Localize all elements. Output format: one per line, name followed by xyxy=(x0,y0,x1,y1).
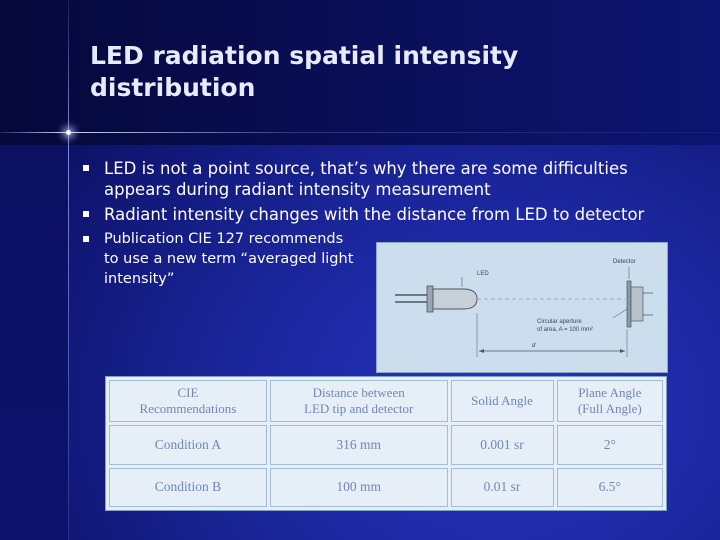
led-body xyxy=(432,288,478,310)
table-cell: 6.5° xyxy=(556,467,663,507)
distance-label: d xyxy=(532,343,536,349)
header-line: (Full Angle) xyxy=(577,401,642,416)
square-bullet-icon xyxy=(83,236,89,242)
led-label: LED xyxy=(477,271,489,277)
header-line: Distance between xyxy=(312,385,405,400)
bullet-text: LED is not a point source, that’s why th… xyxy=(104,159,628,199)
detector-label: Detector xyxy=(613,259,636,265)
vertical-accent-line xyxy=(68,0,69,540)
slide-title: LED radiation spatial intensity distribu… xyxy=(90,41,519,102)
aperture-label: Circular aperture xyxy=(537,319,582,325)
bullet-item: Publication CIE 127 recommends to use a … xyxy=(80,229,359,289)
header-line: CIE xyxy=(177,385,199,400)
header-cell: Plane Angle (Full Angle) xyxy=(556,380,663,422)
led-measurement-diagram: LED Detector Circular aperture of area, … xyxy=(376,242,668,373)
led-flange xyxy=(426,285,434,313)
header-cell: Solid Angle xyxy=(450,380,554,422)
table-cell: Condition B xyxy=(109,467,267,507)
bullet-list: LED is not a point source, that’s why th… xyxy=(80,158,680,293)
bullet-item: Radiant intensity changes with the dista… xyxy=(80,204,680,225)
arrowhead-icon xyxy=(620,349,625,353)
cie-conditions-table: CIE Recommendations Distance between LED… xyxy=(105,376,667,511)
leader-line xyxy=(612,308,628,319)
bullet-text: Publication CIE 127 recommends to use a … xyxy=(104,231,354,287)
table-cell: Condition A xyxy=(109,425,267,465)
bullet-item: LED is not a point source, that’s why th… xyxy=(80,158,680,200)
header-line: Plane Angle xyxy=(578,385,642,400)
header-cell: CIE Recommendations xyxy=(109,380,267,422)
left-background-band xyxy=(0,145,68,540)
detector-aperture xyxy=(626,280,632,328)
square-bullet-icon xyxy=(83,165,89,171)
table-cell: 2° xyxy=(556,425,663,465)
table-cell: 0.01 sr xyxy=(450,467,554,507)
table-cell: 0.001 sr xyxy=(450,425,554,465)
square-bullet-icon xyxy=(83,211,89,217)
title-background xyxy=(0,0,720,145)
table-cell: 100 mm xyxy=(269,467,448,507)
sparkle-icon xyxy=(66,130,71,135)
header-line: Recommendations xyxy=(139,401,237,416)
aperture-label: of area, A = 100 mm² xyxy=(537,327,593,333)
diagram-svg: LED Detector Circular aperture of area, … xyxy=(395,259,653,357)
table-cell: 316 mm xyxy=(269,425,448,465)
bullet-text: Radiant intensity changes with the dista… xyxy=(104,205,645,224)
table-row: Condition A 316 mm 0.001 sr 2° xyxy=(109,425,663,465)
header-line: Solid Angle xyxy=(471,393,533,408)
header-line: LED tip and detector xyxy=(304,401,414,416)
table-row: Condition B 100 mm 0.01 sr 6.5° xyxy=(109,467,663,507)
header-cell: Distance between LED tip and detector xyxy=(269,380,448,422)
detector-housing xyxy=(630,286,644,322)
conditions-table: CIE Recommendations Distance between LED… xyxy=(106,377,666,510)
horizontal-accent-line xyxy=(0,132,720,133)
arrowhead-icon xyxy=(479,349,484,353)
table-header-row: CIE Recommendations Distance between LED… xyxy=(109,380,663,422)
